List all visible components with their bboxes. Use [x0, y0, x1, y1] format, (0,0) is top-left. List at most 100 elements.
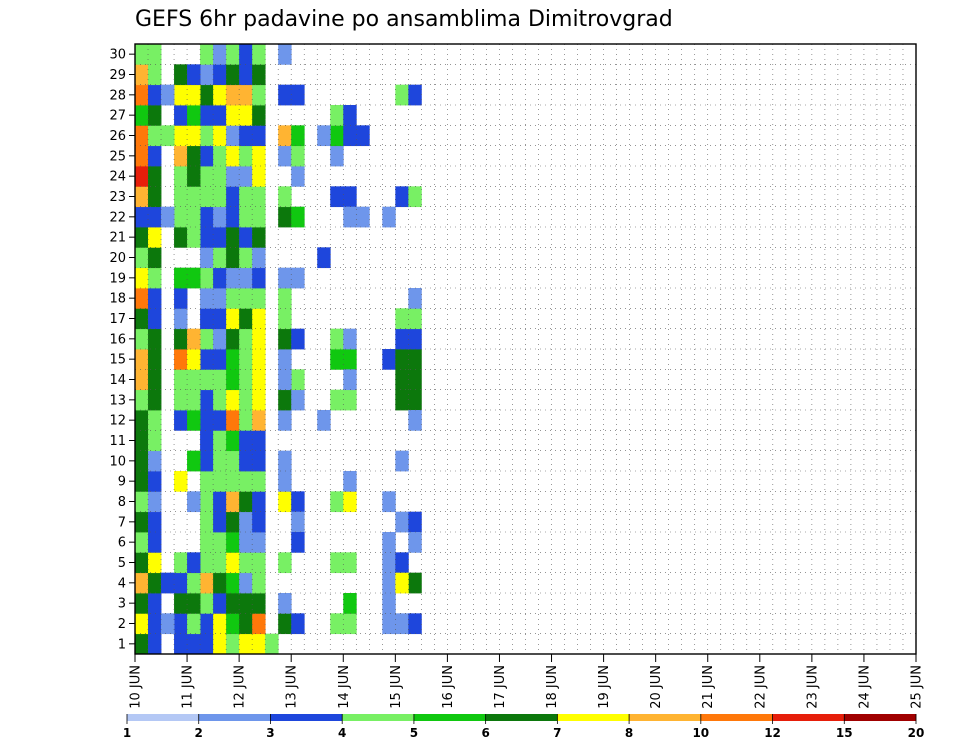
heatmap-cell	[252, 511, 266, 533]
heatmap-cell	[200, 328, 214, 350]
x-tick-label: 12 JUN	[233, 665, 248, 709]
x-axis: 10 JUN 11 JUN 12 JUN 13 JUN 14 JUN 15 JUN 16 J…	[129, 654, 925, 709]
heatmap-cell	[135, 613, 149, 635]
heatmap-cell	[148, 247, 162, 269]
heatmap-cell	[187, 450, 201, 472]
heatmap-cell	[148, 613, 162, 635]
colorbar-label: 10	[692, 726, 709, 740]
heatmap-cell	[278, 471, 292, 492]
heatmap-cell	[239, 308, 253, 330]
heatmap-cell	[252, 552, 266, 574]
heatmap-cell	[174, 206, 188, 228]
heatmap-cell	[239, 145, 253, 167]
colorbar-segment	[557, 714, 630, 721]
heatmap-cell	[200, 308, 214, 330]
heatmap-cell	[135, 186, 149, 208]
heatmap-cell	[148, 186, 162, 208]
heatmap-cell	[343, 105, 357, 126]
heatmap-cell	[317, 410, 331, 431]
y-tick-label: 2	[118, 617, 126, 632]
heatmap-cell	[278, 84, 292, 106]
y-axis: 1234567891011121314151617181920212223242…	[109, 48, 135, 652]
heatmap-cell	[226, 369, 240, 391]
heatmap-cell	[278, 44, 292, 65]
heatmap-cell	[135, 450, 149, 472]
heatmap-cell	[226, 105, 240, 126]
heatmap-cell	[239, 532, 253, 553]
heatmap-cell	[187, 410, 201, 431]
heatmap-cell	[395, 186, 409, 208]
y-tick-label: 25	[109, 149, 126, 164]
heatmap-cell	[278, 288, 292, 309]
y-tick-label: 27	[109, 109, 126, 124]
heatmap-cell	[408, 349, 422, 370]
heatmap-cell	[239, 450, 253, 472]
colorbar-segment	[413, 714, 486, 721]
colorbar-segment	[485, 714, 558, 721]
heatmap-cell	[343, 349, 357, 370]
heatmap-cell	[226, 511, 240, 533]
heatmap-cell	[200, 389, 214, 411]
x-tick-label: 23 JUN	[805, 665, 820, 709]
heatmap-cell	[252, 44, 266, 65]
heatmap-cell	[148, 64, 162, 86]
heatmap-cell	[148, 450, 162, 472]
heatmap-cell	[135, 328, 149, 350]
heatmap-cell	[135, 471, 149, 492]
heatmap-cell	[213, 145, 227, 167]
heatmap-cell	[200, 430, 214, 452]
heatmap-cell	[174, 64, 188, 86]
heatmap-cell	[252, 288, 266, 309]
heatmap-cell	[395, 308, 409, 330]
heatmap-cell	[200, 552, 214, 574]
heatmap-cell	[187, 349, 201, 370]
heatmap-cell	[252, 389, 266, 411]
heatmap-cell	[187, 227, 201, 248]
heatmap-cell	[135, 206, 149, 228]
heatmap-cell	[135, 552, 149, 574]
heatmap-cell	[356, 125, 370, 147]
heatmap-cell	[213, 633, 227, 655]
heatmap-cell	[408, 511, 422, 533]
heatmap-cell	[161, 613, 175, 635]
heatmap-cell	[161, 206, 175, 228]
heatmap-cell	[200, 206, 214, 228]
heatmap-cell	[239, 166, 253, 187]
heatmap-cell	[252, 349, 266, 370]
heatmap-cell	[395, 84, 409, 106]
heatmap-cell	[148, 105, 162, 126]
heatmap-cell	[187, 552, 201, 574]
heatmap-cell	[291, 389, 305, 411]
heatmap-cell	[174, 349, 188, 370]
heatmap-cell	[226, 430, 240, 452]
heatmap-cell	[174, 145, 188, 167]
heatmap-cell	[213, 166, 227, 187]
heatmap-cell	[226, 532, 240, 553]
heatmap-cell	[291, 369, 305, 391]
heatmap-cell	[382, 552, 396, 574]
heatmap-cell	[252, 247, 266, 269]
heatmap-cell	[135, 369, 149, 391]
heatmap-cell	[291, 145, 305, 167]
heatmap-cell	[252, 166, 266, 187]
colorbar-label: 4	[338, 726, 346, 740]
heatmap-cell	[135, 247, 149, 269]
heatmap-cell	[213, 308, 227, 330]
heatmap-cell	[148, 267, 162, 289]
heatmap-cell	[148, 471, 162, 492]
heatmap-cell	[252, 105, 266, 126]
heatmap-cell	[278, 125, 292, 147]
colorbar-label: 1	[123, 726, 131, 740]
heatmap-cell	[187, 491, 201, 513]
colorbar-label: 7	[553, 726, 561, 740]
heatmap-cell	[187, 389, 201, 411]
heatmap-cell	[200, 288, 214, 309]
heatmap-cell	[382, 491, 396, 513]
x-tick-label: 14 JUN	[337, 665, 352, 709]
heatmap-cell	[252, 227, 266, 248]
heatmap-cell	[213, 64, 227, 86]
x-tick-label: 25 JUN	[910, 665, 925, 709]
heatmap-cell	[239, 349, 253, 370]
heatmap-cell	[187, 328, 201, 350]
